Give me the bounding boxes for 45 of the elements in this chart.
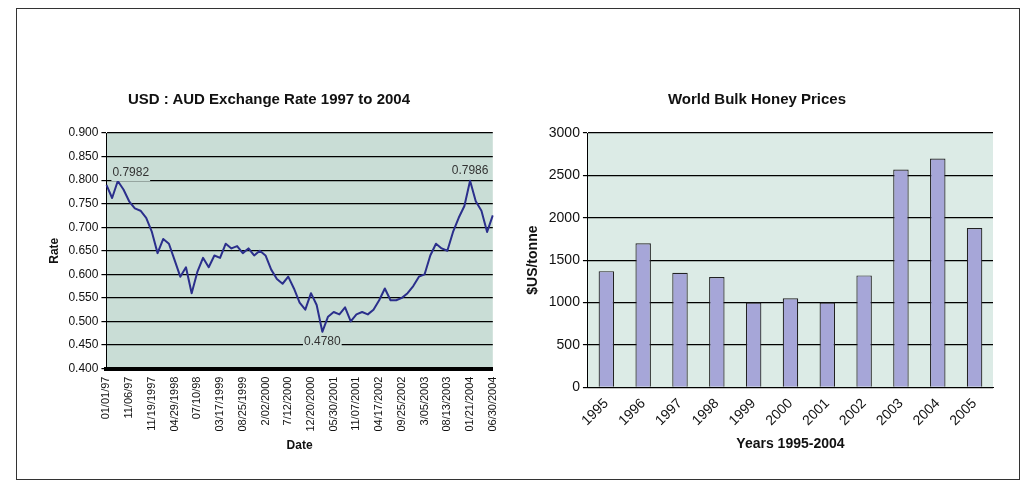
x-tick-label: 2/02/2000 — [258, 376, 271, 426]
x-tick-label: 12/20/2000 — [304, 376, 317, 432]
y-tick-label: 0 — [572, 378, 581, 395]
x-tick-label: 11/07/2001 — [349, 376, 362, 431]
y-tick-label: 0.900 — [68, 125, 99, 140]
chart-title: USD : AUD Exchange Rate 1997 to 2004 — [127, 90, 411, 108]
y-tick-label: 0.500 — [68, 313, 99, 328]
y-axis-title: Rate — [46, 237, 61, 264]
x-tick-label: 3/05/2003 — [417, 376, 430, 426]
y-tick-label: 0.650 — [68, 243, 99, 258]
x-tick-label: 03/17/1999 — [213, 376, 226, 432]
x-tick-label: 01/01/97 — [99, 376, 112, 420]
x-tick-label: 07/10/98 — [190, 376, 203, 420]
x-tick-label: 11/06/97 — [122, 376, 135, 419]
x-tick-label: 08/25/1999 — [235, 376, 248, 432]
x-tick-label: 7/12/2000 — [281, 376, 294, 426]
y-tick-label: 0.750 — [68, 195, 99, 210]
x-tick-label: 08/13/2003 — [440, 376, 453, 432]
y-tick-label: 0.700 — [68, 219, 99, 234]
y-tick-label: 1500 — [548, 251, 581, 268]
y-tick-label: 0.850 — [68, 148, 99, 163]
y-tick-label: 0.450 — [68, 337, 99, 352]
y-axis-title: $US/tonne — [524, 225, 541, 295]
x-tick-label: 09/25/2002 — [394, 376, 407, 432]
annotation: 0.7986 — [451, 163, 489, 178]
y-tick-label: 0.400 — [68, 360, 99, 375]
x-tick-label: 06/30/2004 — [485, 376, 498, 432]
y-tick-label: 500 — [556, 335, 581, 352]
y-tick-label: 0.800 — [68, 172, 99, 187]
x-axis-title: Years 1995-2004 — [736, 435, 845, 452]
x-axis-title: Date — [286, 438, 313, 453]
annotation: 0.7982 — [112, 165, 150, 180]
x-tick-label: 04/29/1998 — [167, 376, 180, 432]
y-tick-label: 0.600 — [68, 266, 99, 281]
x-tick-label: 04/17/2002 — [372, 376, 385, 432]
chart-title: World Bulk Honey Prices — [667, 90, 847, 108]
y-tick-label: 0.550 — [68, 290, 99, 305]
y-tick-label: 2500 — [548, 166, 581, 183]
annotation: 0.4780 — [303, 334, 342, 349]
x-tick-label: 01/21/2004 — [463, 376, 476, 432]
y-tick-label: 3000 — [548, 123, 581, 140]
y-tick-label: 2000 — [548, 208, 581, 225]
x-tick-label: 11/19/1997 — [144, 376, 157, 431]
x-tick-label: 05/30/2001 — [326, 376, 339, 432]
y-tick-label: 1000 — [548, 293, 581, 310]
